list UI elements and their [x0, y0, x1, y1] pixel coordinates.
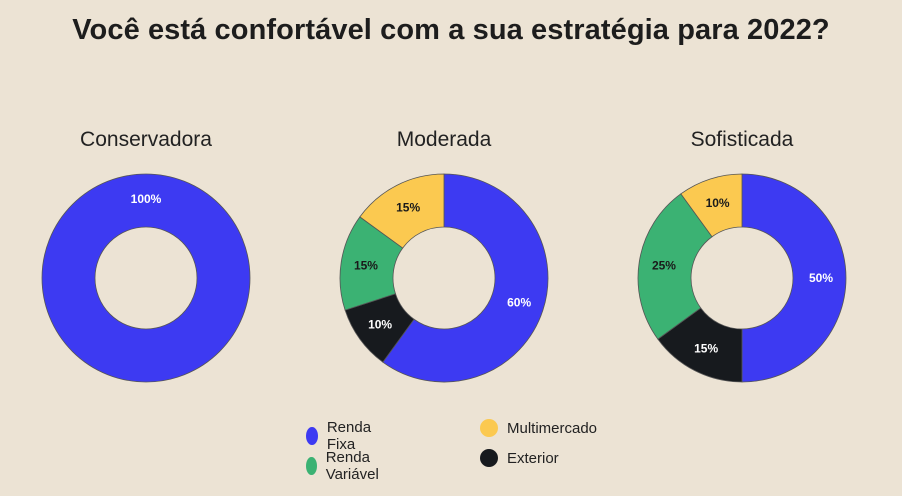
slice-sofisticada-renda-fixa — [741, 173, 847, 383]
chart-title-conservadora: Conservadora — [80, 128, 212, 151]
legend-item-renda-fixa: Renda Fixa — [306, 419, 377, 453]
slice-sofisticada-multimercado-label: 10% — [706, 196, 730, 210]
legend-label-renda-fixa: Renda Fixa — [326, 419, 372, 453]
legend-swatch-renda-fixa — [306, 427, 318, 445]
donut-sofisticada: 50% 15% 25% 10% — [637, 173, 847, 383]
legend-item-exterior: Exterior — [480, 449, 559, 467]
slice-moderada-renda-fixa — [382, 173, 549, 383]
page-title: Você está confortável com a sua estratég… — [72, 14, 830, 46]
slice-moderada-multimercado-label: 15% — [396, 201, 420, 215]
slice-moderada-multimercado — [359, 173, 445, 249]
slice-moderada-exterior-label: 10% — [368, 317, 392, 331]
slice-sofisticada-renda-variavel-label: 25% — [652, 259, 676, 273]
slice-sofisticada-renda-variavel — [637, 193, 713, 340]
donut-conservadora: 100% — [41, 173, 251, 383]
legend-swatch-renda-variavel — [306, 457, 317, 475]
chart-title-moderada: Moderada — [396, 128, 492, 151]
legend-swatch-multimercado — [480, 419, 498, 437]
slice-conservadora-renda-fixa — [41, 173, 251, 383]
slice-sofisticada-multimercado — [680, 173, 743, 238]
legend-label-multimercado: Multimercado — [507, 419, 598, 437]
legend-label-exterior: Exterior — [507, 449, 559, 467]
chart-title-sofisticada: Sofisticada — [690, 128, 794, 151]
slice-moderada-renda-variavel-label: 15% — [354, 259, 378, 273]
slice-sofisticada-exterior-label: 15% — [694, 341, 718, 355]
slice-moderada-renda-fixa-label: 60% — [507, 295, 531, 309]
legend-item-renda-variavel: Renda Variável — [306, 449, 386, 483]
legend-item-multimercado: Multimercado — [480, 419, 597, 437]
donut-moderada: 60% 10% 15% 15% — [339, 173, 549, 383]
slice-conservadora-renda-fixa-label: 100% — [131, 192, 162, 206]
donut-charts: 100% 60% 10% 15% 15% 50% 15% 25% 10% — [41, 173, 847, 383]
slice-sofisticada-renda-fixa-label: 50% — [809, 271, 833, 285]
legend-swatch-exterior — [480, 449, 498, 467]
legend-label-renda-variavel: Renda Variável — [325, 449, 379, 483]
